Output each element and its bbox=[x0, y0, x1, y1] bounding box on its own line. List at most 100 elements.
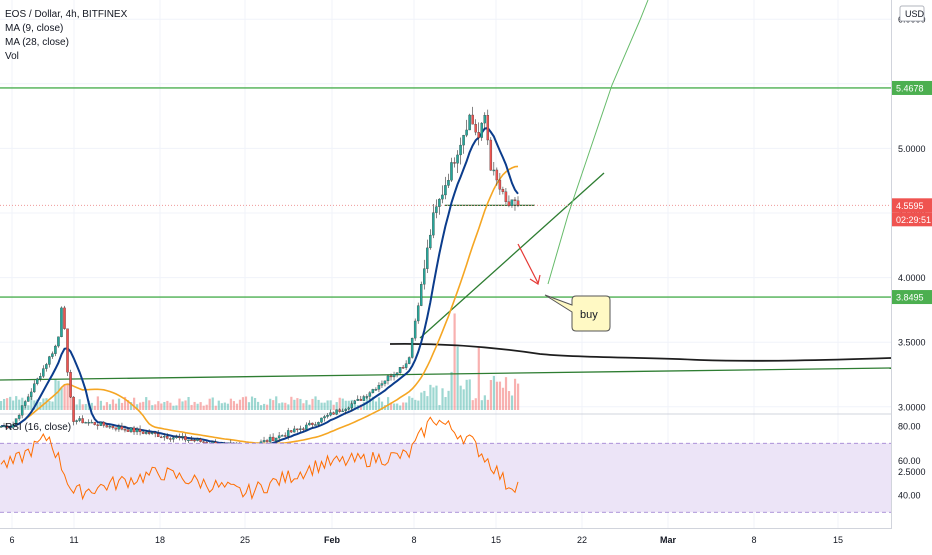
candle bbox=[42, 368, 45, 377]
candle bbox=[350, 403, 353, 409]
legend-ma28[interactable]: MA (28, close) bbox=[5, 37, 69, 48]
candle bbox=[196, 439, 199, 441]
volume-bar bbox=[163, 401, 166, 410]
candle bbox=[404, 363, 408, 368]
candle bbox=[45, 364, 48, 369]
candle bbox=[280, 435, 284, 437]
volume-bar bbox=[78, 399, 81, 410]
candle bbox=[138, 429, 142, 433]
level-badge-label: 5.4678 bbox=[896, 83, 924, 93]
legend-ma9[interactable]: MA (9, close) bbox=[5, 23, 64, 34]
volume-bar bbox=[480, 400, 483, 410]
candle bbox=[498, 179, 502, 190]
volume-bar bbox=[510, 395, 514, 410]
candle bbox=[468, 114, 471, 131]
candle bbox=[129, 427, 133, 432]
candle bbox=[407, 357, 411, 364]
candle bbox=[5, 425, 9, 429]
rsi-tick-label: 60.00 bbox=[898, 456, 921, 466]
candle bbox=[20, 405, 24, 416]
volume-bar bbox=[190, 404, 193, 410]
rsi-tick-label: 40.00 bbox=[898, 491, 921, 501]
rsi-panel: RSI (16, close) bbox=[0, 416, 891, 513]
candle bbox=[54, 345, 57, 354]
price-tick-label: 4.0000 bbox=[898, 273, 926, 283]
candle bbox=[471, 114, 474, 125]
candle bbox=[456, 154, 459, 164]
countdown-badge bbox=[892, 212, 932, 227]
candle bbox=[268, 436, 272, 442]
projection-up bbox=[547, 0, 649, 285]
volume-bar bbox=[517, 383, 520, 410]
chart-legend: EOS / Dollar, 4h, BITFINEX MA (9, close)… bbox=[5, 8, 127, 64]
candle bbox=[96, 424, 99, 426]
volume-bar bbox=[187, 396, 190, 410]
volume-bar bbox=[380, 401, 384, 410]
buy-callout[interactable]: buy bbox=[544, 294, 611, 332]
volume-bar bbox=[247, 402, 251, 410]
candle bbox=[335, 409, 338, 415]
volume-bar bbox=[232, 401, 236, 410]
volume-bar bbox=[193, 401, 196, 410]
time-axis[interactable]: 6 11 18 25 Feb 8 15 22 Mar 8 15 bbox=[9, 535, 843, 545]
projection-down bbox=[517, 243, 539, 284]
volume-bar bbox=[66, 383, 69, 410]
time-tick-label: Mar bbox=[660, 535, 677, 545]
candle bbox=[72, 396, 75, 422]
volume-bar bbox=[495, 381, 499, 410]
level-badge bbox=[892, 290, 932, 305]
volume-bar bbox=[453, 313, 456, 410]
candle bbox=[447, 180, 450, 186]
volume-bar bbox=[18, 399, 21, 410]
candle bbox=[416, 305, 420, 322]
volume-bar bbox=[390, 402, 393, 410]
volume-bar bbox=[338, 397, 341, 410]
legend-volume[interactable]: Vol bbox=[5, 51, 19, 62]
candle bbox=[289, 430, 293, 433]
candle bbox=[202, 441, 205, 443]
candle bbox=[8, 427, 12, 429]
volume-bar bbox=[308, 404, 311, 410]
volume-bar bbox=[474, 398, 477, 410]
countdown-badge-label: 02:29:51 bbox=[896, 215, 931, 225]
currency-badge-label: USD bbox=[905, 9, 925, 19]
volume-bar bbox=[465, 379, 468, 410]
volume-bar bbox=[27, 405, 30, 410]
volume-bar bbox=[329, 400, 332, 410]
volume-bar bbox=[114, 403, 118, 410]
candle bbox=[29, 391, 33, 397]
volume-bar bbox=[290, 396, 293, 410]
candle bbox=[126, 429, 130, 432]
volume-bar bbox=[423, 390, 426, 410]
candle bbox=[453, 162, 456, 164]
trendlines[interactable] bbox=[0, 0, 892, 381]
volume-bar bbox=[256, 401, 260, 410]
price-axis[interactable]: 2.50003.00003.50004.00004.50005.00005.50… bbox=[892, 0, 932, 550]
volume-bar bbox=[244, 396, 248, 410]
volume-bar bbox=[362, 402, 366, 410]
candle bbox=[486, 115, 490, 141]
candle bbox=[480, 122, 483, 138]
volume-bar bbox=[414, 399, 417, 410]
candle bbox=[102, 421, 106, 426]
candle bbox=[377, 385, 381, 390]
volume-bar bbox=[341, 398, 344, 410]
volume-bar bbox=[411, 397, 414, 410]
last_price-badge bbox=[892, 198, 932, 213]
volume-bar bbox=[175, 405, 178, 410]
volume-bar bbox=[229, 398, 232, 410]
volume-bar bbox=[438, 405, 441, 410]
candle bbox=[429, 234, 432, 249]
volume-bar bbox=[12, 400, 15, 410]
volume-bar bbox=[90, 402, 93, 410]
volume-bars bbox=[0, 313, 520, 410]
volume-bar bbox=[441, 388, 444, 410]
candle bbox=[17, 415, 21, 419]
candle bbox=[501, 189, 505, 192]
candle bbox=[435, 206, 438, 213]
candle bbox=[2, 425, 6, 428]
volume-bar bbox=[63, 384, 66, 410]
candle bbox=[0, 426, 3, 428]
